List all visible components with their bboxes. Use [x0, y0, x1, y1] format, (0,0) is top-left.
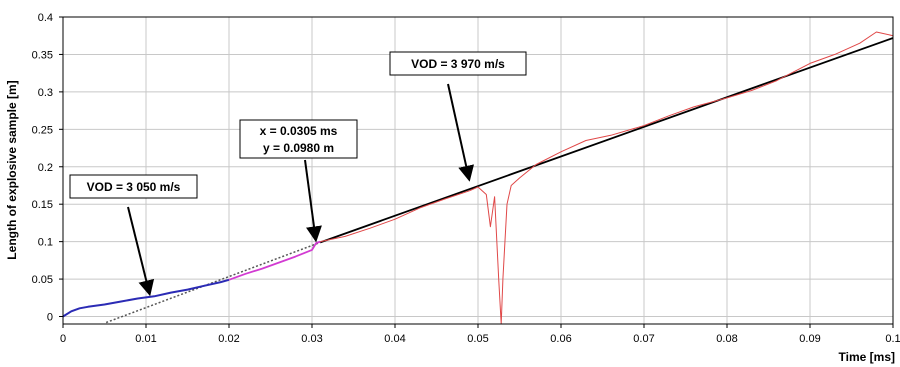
x-tick-label: 0.06 [550, 333, 571, 345]
x-tick-label: 0.08 [716, 333, 737, 345]
annotation-point-y: y = 0.0980 m [263, 141, 334, 155]
y-axis-ticks: 0 0.05 0.1 0.15 0.2 0.25 0.3 0.35 0.4 [32, 12, 63, 324]
series-red [320, 31, 894, 325]
annotation-vod-3970: VOD = 3 970 m/s [389, 51, 527, 182]
x-tick-label: 0.09 [799, 333, 820, 345]
annotation-point: x = 0.0305 ms y = 0.0980 m [239, 119, 358, 243]
plot-frame [62, 16, 894, 325]
x-tick-label: 0.03 [301, 333, 322, 345]
series-blue [62, 278, 230, 318]
annotation-point-x: x = 0.0305 ms [260, 124, 338, 138]
x-tick-label: 0.02 [218, 333, 239, 345]
x-tick-label: 0.07 [633, 333, 654, 345]
annotation-vod-3050-text: VOD = 3 050 m/s [87, 180, 181, 194]
annotation-arrow [304, 159, 322, 243]
x-axis-ticks: 0 0.01 0.02 0.03 0.04 0.05 0.06 0.07 0.08 0.09 0.1 [60, 324, 900, 345]
data-series [62, 31, 894, 325]
x-tick-label: 0.1 [885, 333, 900, 345]
annotation-vod-3050: VOD = 3 050 m/s [69, 174, 198, 297]
y-tick-label: 0.25 [32, 124, 53, 136]
annotations: VOD = 3 050 m/s x = 0.0305 ms y = 0.0980… [69, 51, 527, 297]
y-tick-label: 0.35 [32, 49, 53, 61]
fit-line-3050 [105, 241, 321, 324]
y-tick-label: 0.15 [32, 199, 53, 211]
y-tick-label: 0.2 [38, 162, 53, 174]
annotation-arrow [447, 83, 475, 182]
fit-line-3970 [319, 37, 894, 244]
x-tick-label: 0.01 [135, 333, 156, 345]
annotation-vod-3970-text: VOD = 3 970 m/s [411, 57, 505, 71]
series-magenta [228, 240, 321, 281]
y-tick-label: 0 [47, 312, 53, 324]
x-tick-label: 0 [60, 333, 66, 345]
x-tick-label: 0.05 [467, 333, 488, 345]
y-tick-label: 0.05 [32, 274, 53, 286]
annotation-arrow [127, 206, 155, 297]
y-tick-label: 0.3 [38, 87, 53, 99]
x-tick-label: 0.04 [384, 333, 405, 345]
fit-lines [105, 37, 894, 324]
y-axis-title: Length of explosive sample [m] [5, 80, 19, 259]
x-axis-title: Time [ms] [839, 350, 895, 364]
y-tick-label: 0.1 [38, 237, 53, 249]
y-tick-label: 0.4 [38, 12, 53, 24]
